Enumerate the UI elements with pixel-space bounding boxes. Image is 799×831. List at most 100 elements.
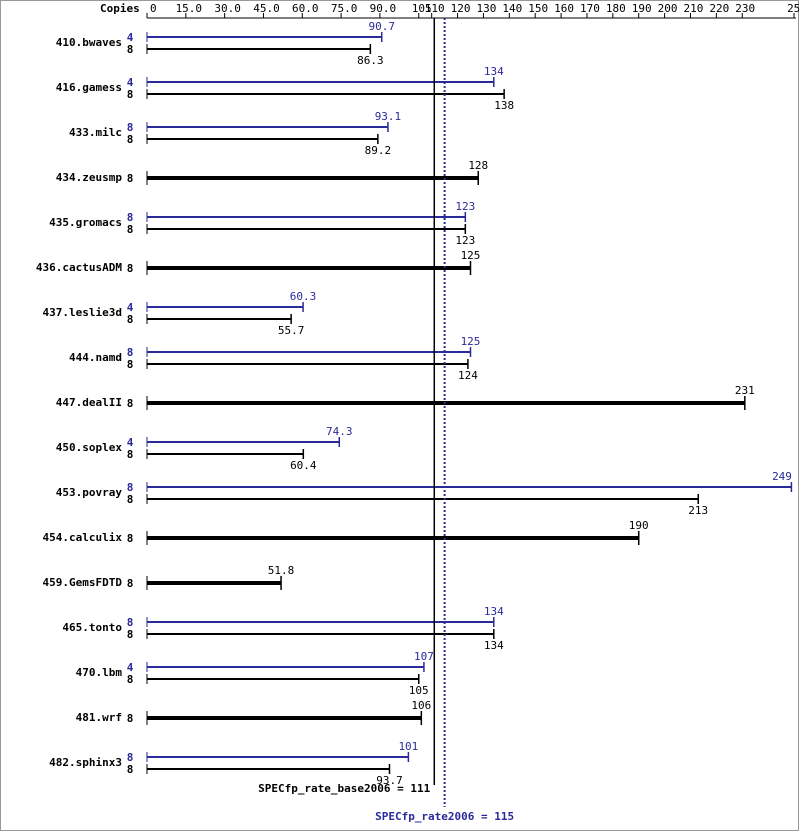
value-label: 231 <box>735 384 755 397</box>
benchmark-name: 470.lbm <box>76 666 123 679</box>
x-tick-label: 210 <box>684 2 704 15</box>
bar <box>147 216 466 218</box>
x-tick-label: 250 <box>787 2 799 15</box>
x-tick-label: 130 <box>477 2 497 15</box>
x-tick-label: 160 <box>554 2 574 15</box>
copies-label: 4 <box>127 31 134 44</box>
x-tick-label: 45.0 <box>253 2 280 15</box>
value-label: 74.3 <box>326 425 353 438</box>
benchmark-name: 482.sphinx3 <box>49 756 122 769</box>
benchmark-name: 447.dealII <box>56 396 122 409</box>
benchmark-name: 437.leslie3d <box>43 306 122 319</box>
bar <box>147 498 699 500</box>
benchmark-name: 481.wrf <box>76 711 122 724</box>
copies-label: 8 <box>127 346 134 359</box>
benchmark-name: 416.gamess <box>56 81 122 94</box>
x-tick-label: 200 <box>658 2 678 15</box>
value-label: 51.8 <box>268 564 295 577</box>
value-label: 90.7 <box>368 20 395 33</box>
value-label: 134 <box>484 605 504 618</box>
bar <box>147 401 745 405</box>
bar <box>147 81 494 83</box>
value-label: 86.3 <box>357 54 384 67</box>
reference-label: SPECfp_rate_base2006 = 111 <box>258 782 431 795</box>
bar <box>147 351 471 353</box>
bar <box>147 228 466 230</box>
x-tick-label: 230 <box>735 2 755 15</box>
value-label: 213 <box>688 504 708 517</box>
copies-label: 8 <box>127 223 134 236</box>
copies-label: 8 <box>127 481 134 494</box>
value-label: 60.3 <box>290 290 317 303</box>
benchmark-name: 435.gromacs <box>49 216 122 229</box>
x-tick-label: 0 <box>150 2 157 15</box>
value-label: 101 <box>398 740 418 753</box>
benchmark-name: 434.zeusmp <box>56 171 123 184</box>
value-label: 125 <box>461 249 481 262</box>
benchmark-name: 450.soplex <box>56 441 123 454</box>
value-label: 55.7 <box>278 324 305 337</box>
bar <box>147 678 419 680</box>
copies-label: 8 <box>127 448 134 461</box>
value-label: 89.2 <box>365 144 392 157</box>
copies-label: 8 <box>127 313 134 326</box>
x-tick-label: 30.0 <box>214 2 241 15</box>
x-tick-label: 15.0 <box>176 2 203 15</box>
benchmark-name: 444.namd <box>69 351 122 364</box>
bar <box>147 48 371 50</box>
copies-label: 8 <box>127 532 134 545</box>
x-tick-label: 110 <box>425 2 445 15</box>
copies-label: 8 <box>127 88 134 101</box>
copies-label: 8 <box>127 751 134 764</box>
value-label: 134 <box>484 65 504 78</box>
copies-label: 8 <box>127 358 134 371</box>
benchmark-name: 433.milc <box>69 126 122 139</box>
value-label: 107 <box>414 650 434 663</box>
x-tick-label: 170 <box>580 2 600 15</box>
value-label: 106 <box>411 699 431 712</box>
copies-label: 8 <box>127 763 134 776</box>
copies-label: 8 <box>127 262 134 275</box>
bar <box>147 93 505 95</box>
x-tick-label: 90.0 <box>370 2 397 15</box>
bar <box>147 486 792 488</box>
x-tick-label: 180 <box>606 2 626 15</box>
benchmark-name: 453.povray <box>56 486 123 499</box>
bar <box>147 36 382 38</box>
x-tick-label: 75.0 <box>331 2 358 15</box>
value-label: 128 <box>468 159 488 172</box>
copies-label: 8 <box>127 211 134 224</box>
bar <box>147 126 388 128</box>
x-tick-label: 60.0 <box>292 2 319 15</box>
bar <box>147 621 494 623</box>
x-tick-label: 105 <box>412 2 432 15</box>
copies-label: 8 <box>127 133 134 146</box>
value-label: 138 <box>494 99 514 112</box>
bar <box>147 266 471 270</box>
copies-label: 4 <box>127 661 134 674</box>
copies-label: 4 <box>127 76 134 89</box>
x-tick-label: 140 <box>502 2 522 15</box>
copies-label: 8 <box>127 577 134 590</box>
value-label: 123 <box>455 234 475 247</box>
bar <box>147 756 409 758</box>
bar <box>147 716 422 720</box>
value-label: 190 <box>629 519 649 532</box>
bar <box>147 306 304 308</box>
value-label: 134 <box>484 639 504 652</box>
bar <box>147 176 479 180</box>
bar <box>147 581 282 585</box>
bar <box>147 633 494 635</box>
value-label: 93.1 <box>375 110 402 123</box>
bar <box>147 536 639 540</box>
reference-label: SPECfp_rate2006 = 115 <box>375 810 514 823</box>
bar <box>147 318 292 320</box>
benchmark-name: 454.calculix <box>43 531 123 544</box>
benchmark-name: 459.GemsFDTD <box>43 576 123 589</box>
x-tick-label: 220 <box>709 2 729 15</box>
copies-label: 4 <box>127 301 134 314</box>
copies-label: 8 <box>127 172 134 185</box>
value-label: 123 <box>455 200 475 213</box>
bar <box>147 138 378 140</box>
